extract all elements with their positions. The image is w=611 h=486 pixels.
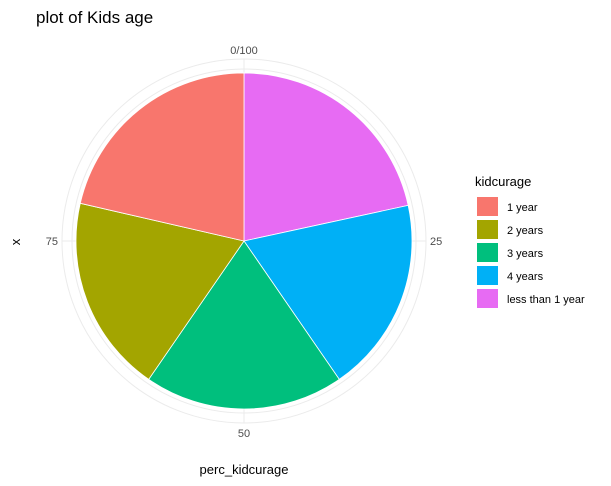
pie-slice-less-than-1-year [243,72,409,242]
radial-tick-label: 50 [238,428,250,440]
legend-swatch [477,243,498,262]
legend-swatch [477,266,498,285]
legend-label: 3 years [507,248,544,260]
radial-tick-label: 25 [430,236,442,248]
legend-label: 2 years [507,225,544,237]
legend-label: 4 years [507,271,544,283]
x-axis-title: perc_kidcurage [200,462,289,477]
pie-slice-2-years [75,202,245,380]
legend: kidcurage 1 year 2 years 3 years 4 years les… [475,174,585,308]
legend-swatch [477,289,498,308]
legend-label: less than 1 year [507,294,585,306]
legend-label: 1 year [507,202,538,214]
chart-title: plot of Kids age [36,8,153,27]
pie-slice-1-year [79,72,245,242]
radial-tick-label: 75 [46,236,58,248]
pie-slice-3-years [148,240,340,410]
pie-slices [75,72,413,410]
legend-swatch [477,220,498,239]
radial-ticks: 0/100 25 50 75 [46,45,443,440]
legend-title: kidcurage [475,174,531,189]
pie-slice-4-years [243,204,413,380]
radial-tick-label: 0/100 [230,45,258,57]
y-axis-title: x [8,238,23,245]
legend-swatch [477,197,498,216]
